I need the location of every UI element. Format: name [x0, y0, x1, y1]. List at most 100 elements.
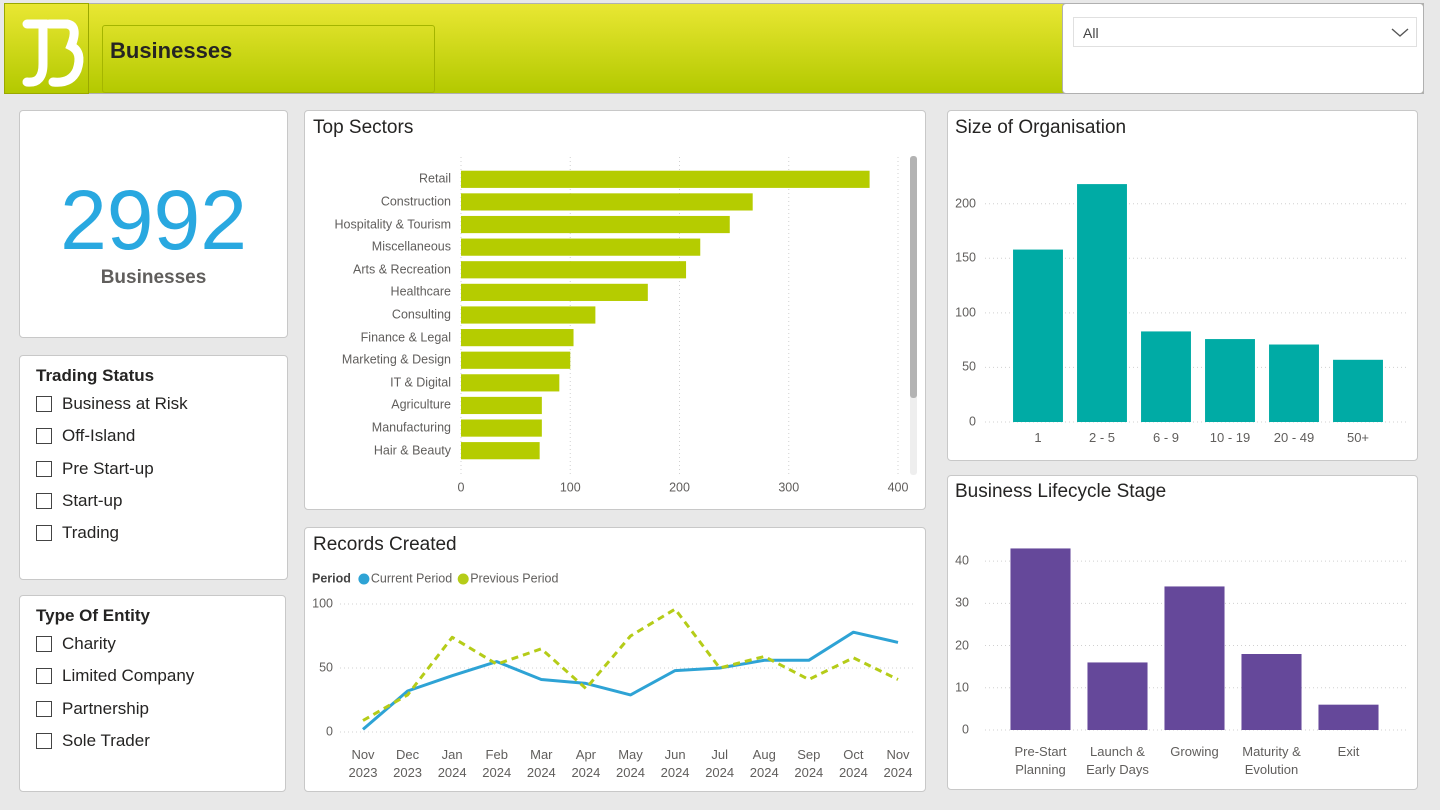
y-tick-label: 0 — [969, 414, 976, 429]
slicer-card — [19, 595, 286, 792]
x-tick-label: Feb 2024 — [482, 747, 512, 780]
y-tick-label: Agriculture — [391, 398, 451, 413]
y-tick-label: Healthcare — [390, 284, 451, 299]
y-tick-label: 0 — [962, 722, 969, 737]
checkbox-label: Charity — [62, 634, 116, 653]
x-tick-label: 400 — [887, 480, 909, 495]
y-tick-label: 20 — [955, 638, 969, 653]
bar — [461, 238, 701, 256]
bar — [1164, 586, 1225, 730]
y-tick-label: Marketing & Design — [341, 352, 451, 367]
bar — [461, 351, 571, 369]
y-tick-label: Manufacturing — [371, 420, 451, 435]
x-tick-label: May 2024 — [616, 747, 645, 780]
bar — [1010, 548, 1071, 730]
x-tick-label: Jun 2024 — [660, 747, 690, 780]
y-tick-label: 10 — [955, 680, 969, 695]
filter-panel — [1062, 3, 1424, 94]
bar — [461, 170, 870, 188]
checkbox-item[interactable]: Charity — [36, 634, 116, 654]
x-tick-label: 10 - 19 — [1209, 430, 1251, 445]
x-tick-label: 6 - 9 — [1152, 430, 1179, 445]
y-tick-label: 100 — [955, 305, 976, 320]
bar — [1269, 344, 1319, 422]
y-tick-label: 30 — [955, 595, 969, 610]
bar — [461, 283, 648, 301]
chart-card — [304, 527, 926, 792]
checkbox-label: Trading — [62, 523, 120, 543]
x-tick-label: Aug 2024 — [749, 747, 779, 780]
x-tick-label: 20 - 49 — [1273, 430, 1315, 445]
x-tick-label: Launch & Early Days — [1086, 744, 1149, 777]
y-tick-label: IT & Digital — [390, 375, 451, 390]
checkbox-item[interactable]: Pre Start-up — [36, 459, 154, 479]
checkbox-item[interactable]: Trading — [36, 523, 119, 543]
checkbox-label: Pre Start-up — [62, 458, 154, 478]
bar — [461, 215, 730, 234]
y-tick-label: 100 — [312, 596, 333, 611]
kpi-label: Businesses — [100, 267, 207, 288]
bar — [1087, 662, 1148, 730]
x-tick-label: Mar 2024 — [526, 747, 556, 780]
chart-title: Records Created — [313, 534, 457, 555]
chevron — [1391, 28, 1409, 37]
slicer-title: Type Of Entity — [36, 606, 150, 625]
checkbox-item[interactable]: Sole Trader — [36, 731, 150, 751]
line-series — [362, 607, 899, 722]
bar — [1205, 339, 1255, 422]
x-tick-label: Exit — [1337, 744, 1360, 759]
slicer-title: Trading Status — [36, 366, 155, 385]
checkbox-label: Business at Risk — [62, 394, 188, 413]
filter-dropdown[interactable]: All — [1073, 17, 1417, 47]
y-tick-label: 50 — [962, 359, 976, 374]
checkbox-item[interactable]: Off-Island — [36, 426, 135, 446]
y-tick-label: Hair & Beauty — [373, 443, 451, 458]
bar — [461, 419, 542, 437]
x-tick-label: 2 - 5 — [1088, 430, 1115, 445]
legend-swatch — [358, 573, 370, 585]
y-tick-label: Hospitality & Tourism — [334, 217, 451, 232]
scrollbar[interactable] — [910, 156, 917, 475]
y-tick-label: 40 — [955, 553, 969, 568]
x-tick-label: Sep 2024 — [794, 747, 824, 780]
checkbox-item[interactable]: Business at Risk — [36, 394, 188, 414]
bar — [1077, 184, 1127, 422]
checkbox — [36, 732, 52, 749]
legend-label: Current Period — [370, 571, 453, 586]
y-tick-label: Construction — [380, 194, 451, 209]
checkbox-label: Limited Company — [62, 666, 195, 686]
x-tick-label: Dec 2023 — [393, 747, 423, 780]
checkbox-item[interactable]: Start-up — [36, 491, 122, 511]
checkbox-label: Sole Trader — [62, 730, 150, 750]
page-title: Businesses — [110, 38, 233, 63]
y-tick-label: 150 — [955, 250, 976, 265]
y-tick-label: 0 — [326, 724, 333, 739]
x-tick-label: Apr 2024 — [571, 747, 601, 780]
y-tick-label: 50 — [319, 660, 333, 675]
bar — [1013, 249, 1063, 422]
x-tick-label: 50+ — [1346, 430, 1370, 445]
x-tick-label: Jul 2024 — [705, 747, 735, 780]
x-tick-label: Pre-Start Planning — [1014, 744, 1067, 777]
checkbox — [36, 525, 52, 542]
y-tick-label: Consulting — [391, 307, 451, 322]
checkbox — [36, 396, 52, 412]
bar — [1318, 704, 1379, 730]
x-tick-label: Jan 2024 — [437, 747, 467, 780]
checkbox — [36, 636, 52, 652]
bar — [461, 261, 687, 279]
checkbox — [36, 460, 52, 477]
checkbox-item[interactable]: Limited Company — [36, 666, 194, 686]
x-tick-label: Oct 2024 — [838, 747, 868, 780]
checkbox-item[interactable]: Partnership — [36, 699, 149, 719]
checkbox-label: Start-up — [62, 490, 123, 510]
slicer-card — [19, 355, 288, 580]
checkbox — [36, 700, 52, 717]
x-tick-label: 1 — [1034, 430, 1042, 445]
chart-title: Business Lifecycle Stage — [955, 481, 1167, 502]
y-tick-label: Retail — [419, 171, 451, 186]
logo — [4, 3, 89, 94]
bar — [461, 396, 542, 415]
bar — [1333, 359, 1383, 422]
